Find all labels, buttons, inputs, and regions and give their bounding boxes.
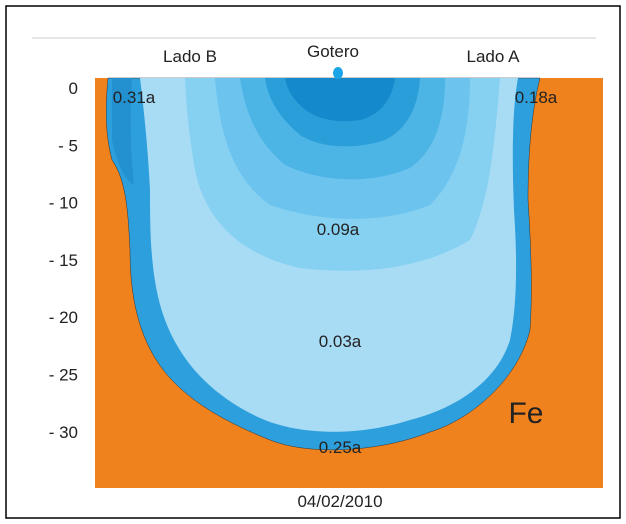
- y-tick-label: - 15: [49, 251, 78, 270]
- annotation: Fe: [508, 397, 543, 430]
- annotation: 0.31a: [113, 88, 156, 107]
- y-tick-label: 0: [69, 79, 78, 98]
- y-tick-label: - 5: [58, 136, 78, 155]
- annotation: 0.18a: [515, 88, 558, 107]
- y-tick-label: - 30: [49, 423, 78, 442]
- figure: Lado B Gotero Lado A 0 - 5 - 10 - 15 - 20 - 2…: [0, 0, 626, 524]
- y-tick-label: - 25: [49, 366, 78, 385]
- annotation: 0.25a: [319, 438, 362, 457]
- annotation: 0.03a: [319, 332, 362, 351]
- dripper-label: Gotero: [307, 42, 359, 61]
- annotation: 0.09a: [317, 220, 360, 239]
- side-label: Lado B: [163, 47, 217, 66]
- y-tick-label: - 20: [49, 308, 78, 327]
- dripper-icon: [333, 67, 343, 79]
- y-tick-label: - 10: [49, 194, 78, 213]
- side-label: Lado A: [467, 47, 521, 66]
- date: 04/02/2010: [297, 492, 382, 511]
